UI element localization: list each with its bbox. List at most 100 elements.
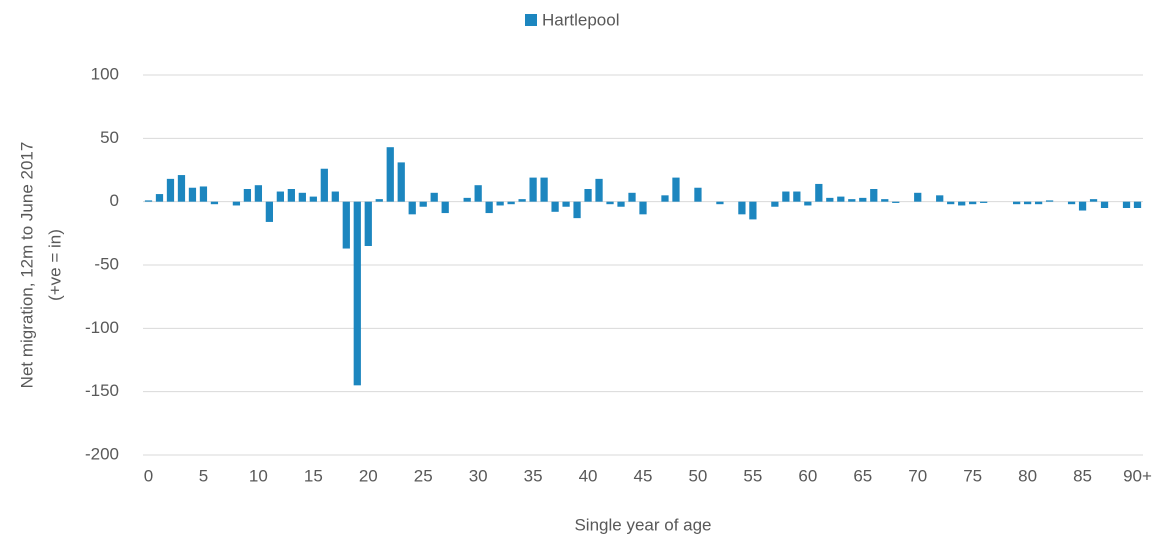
bar: [782, 191, 790, 202]
bar: [1067, 201, 1076, 205]
bar: [1034, 201, 1043, 205]
bar: [375, 199, 383, 202]
bar: [463, 197, 471, 202]
x-tick-label: 80: [1018, 466, 1037, 485]
bar: [562, 201, 570, 207]
x-tick-label: 25: [414, 466, 433, 485]
bar: [639, 201, 647, 215]
x-tick-label: 85: [1073, 466, 1092, 485]
y-tick-label: -200: [85, 444, 119, 463]
y-tick-label: 100: [91, 64, 119, 83]
y-tick-label: -50: [94, 254, 119, 273]
bar: [738, 201, 746, 215]
bar: [672, 177, 680, 202]
x-tick-label: 55: [743, 466, 762, 485]
x-tick-label: 15: [304, 466, 323, 485]
bar: [1078, 201, 1087, 211]
y-tick-label: -150: [85, 381, 119, 400]
x-tick-label: 0: [144, 466, 153, 485]
bar: [815, 183, 823, 202]
bar: [265, 201, 273, 222]
bar: [892, 201, 900, 203]
bar: [837, 196, 845, 202]
bar: [529, 177, 537, 202]
bar: [276, 191, 284, 202]
bar: [1122, 201, 1131, 208]
y-tick-label: 0: [110, 191, 119, 210]
bar: [518, 199, 526, 202]
x-tick-label: 30: [469, 466, 488, 485]
bar: [386, 147, 394, 202]
x-tick-label: 35: [524, 466, 543, 485]
bar: [749, 201, 757, 220]
y-axis-title: Net migration, 12m to June 2017: [17, 142, 36, 389]
bar: [540, 177, 548, 202]
x-tick-label: 65: [853, 466, 872, 485]
bar: [1013, 201, 1021, 205]
bar: [496, 201, 504, 206]
bar: [980, 201, 988, 203]
x-tick-label: 5: [199, 466, 208, 485]
bar: [287, 189, 295, 202]
bar: [199, 186, 208, 202]
bar: [1023, 201, 1032, 205]
bar: [408, 201, 416, 215]
bar: [243, 189, 252, 202]
bar: [914, 192, 922, 202]
bar: [793, 191, 801, 202]
bar: [320, 168, 328, 202]
x-tick-label: 90+: [1123, 466, 1152, 485]
bar: [826, 197, 834, 202]
bar: [254, 185, 263, 202]
bar: [551, 201, 559, 212]
x-tick-label: 20: [359, 466, 378, 485]
bar: [353, 201, 361, 386]
bar: [804, 201, 812, 206]
x-tick-label: 70: [908, 466, 927, 485]
bar: [177, 175, 186, 202]
bar: [144, 200, 153, 202]
bar: [155, 194, 164, 202]
bar: [1089, 199, 1098, 202]
x-tick-label: 60: [798, 466, 817, 485]
y-tick-label: -100: [85, 318, 119, 337]
bar: [661, 195, 669, 202]
bar: [309, 196, 317, 202]
bar: [1045, 200, 1054, 202]
bar: [419, 201, 427, 207]
legend-swatch: [525, 14, 537, 26]
bar: [716, 201, 724, 205]
legend-label: Hartlepool: [542, 10, 620, 29]
bar: [617, 201, 625, 207]
bar: [628, 192, 636, 202]
bar: [364, 201, 372, 246]
y-axis-title: (+ve = in): [45, 229, 64, 301]
bar: [936, 195, 944, 202]
bar: [474, 185, 482, 202]
bar: [166, 178, 175, 202]
bar: [342, 201, 350, 249]
bar: [584, 189, 592, 202]
bar: [947, 201, 955, 205]
bar: [331, 191, 339, 202]
y-tick-label: 50: [100, 128, 119, 147]
bar: [859, 197, 867, 202]
bar: [485, 201, 493, 214]
x-axis-title: Single year of age: [574, 515, 711, 534]
bar: [958, 201, 966, 206]
bar: [430, 192, 438, 202]
bar: [606, 201, 614, 205]
bar: [848, 199, 856, 202]
bar: [573, 201, 581, 219]
bar: [397, 162, 405, 202]
bar: [441, 201, 449, 214]
x-tick-label: 10: [249, 466, 268, 485]
bar: [771, 201, 779, 207]
bar: [881, 199, 889, 202]
bar: [1133, 201, 1142, 208]
bar: [1100, 201, 1109, 208]
bar: [969, 201, 977, 205]
bar: [232, 201, 241, 206]
x-tick-label: 50: [688, 466, 707, 485]
bar: [507, 201, 515, 205]
